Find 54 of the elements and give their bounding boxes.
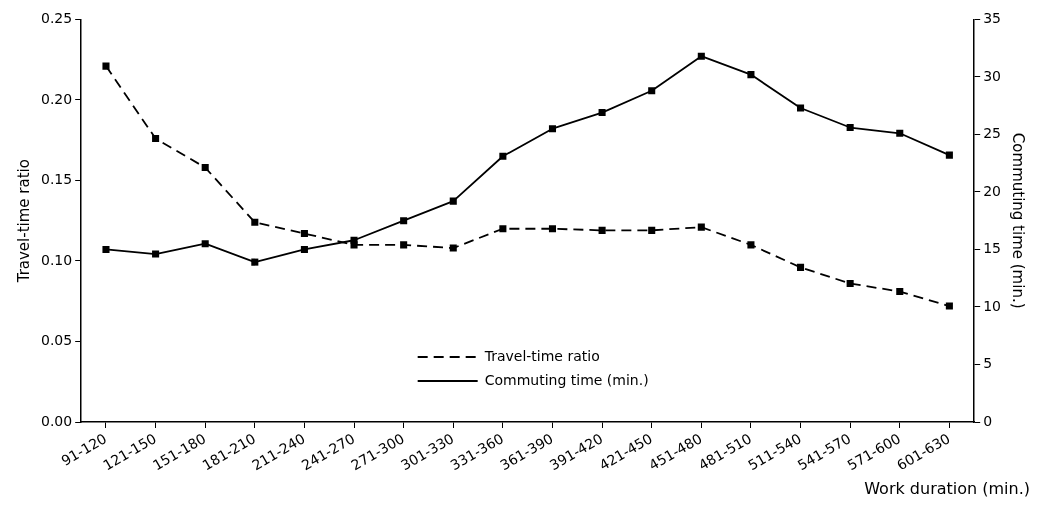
- point: [697, 223, 705, 231]
- point: [648, 87, 656, 95]
- y-axis-title: Travel-time ratio: [14, 159, 33, 284]
- point: [251, 258, 259, 266]
- y-tick-label: 0.15: [41, 171, 73, 188]
- point: [152, 250, 160, 258]
- y2-tick-label: 5: [983, 355, 993, 372]
- point: [201, 240, 209, 248]
- point: [697, 52, 705, 60]
- point: [846, 123, 854, 132]
- legend-label: Commuting time (min.): [484, 371, 649, 388]
- legend-label: Travel-time ratio: [483, 347, 600, 364]
- point: [598, 226, 606, 234]
- point: [747, 241, 755, 249]
- y-tick-label: 0.25: [41, 10, 73, 27]
- point: [648, 226, 656, 234]
- y2-tick-label: 0: [983, 412, 993, 429]
- point: [102, 245, 110, 253]
- point: [102, 62, 110, 70]
- point: [747, 71, 755, 79]
- y-tick-label: 0.10: [41, 251, 73, 268]
- y2-tick-label: 30: [983, 67, 1002, 84]
- point: [896, 288, 904, 296]
- y2-tick-label: 15: [983, 240, 1002, 257]
- point: [846, 279, 854, 288]
- y-tick-label: 0.20: [41, 90, 73, 107]
- point: [400, 217, 408, 225]
- y-tick-label: 0.05: [41, 332, 73, 349]
- y2-tick-label: 20: [983, 182, 1002, 199]
- point: [350, 241, 358, 249]
- point: [598, 109, 606, 117]
- y2-tick-label: 35: [983, 10, 1002, 27]
- point: [797, 263, 805, 271]
- y2-tick-label: 25: [983, 125, 1002, 142]
- point: [201, 164, 209, 172]
- y2-tick-label: 10: [983, 297, 1002, 314]
- y2-axis-title: Commuting time (min.): [1009, 132, 1028, 309]
- point: [499, 152, 507, 160]
- x-axis-title: Work duration (min.): [864, 478, 1030, 498]
- point: [300, 230, 308, 238]
- point: [400, 241, 408, 249]
- point: [548, 125, 557, 133]
- y-tick-label: 0.00: [41, 412, 73, 429]
- point: [797, 104, 805, 112]
- point: [945, 302, 953, 310]
- point: [896, 129, 904, 137]
- point: [449, 197, 457, 205]
- point: [945, 151, 953, 159]
- point: [548, 225, 557, 233]
- point: [251, 218, 259, 226]
- point: [300, 245, 308, 253]
- point: [449, 244, 457, 252]
- point: [152, 135, 160, 143]
- point: [499, 225, 507, 233]
